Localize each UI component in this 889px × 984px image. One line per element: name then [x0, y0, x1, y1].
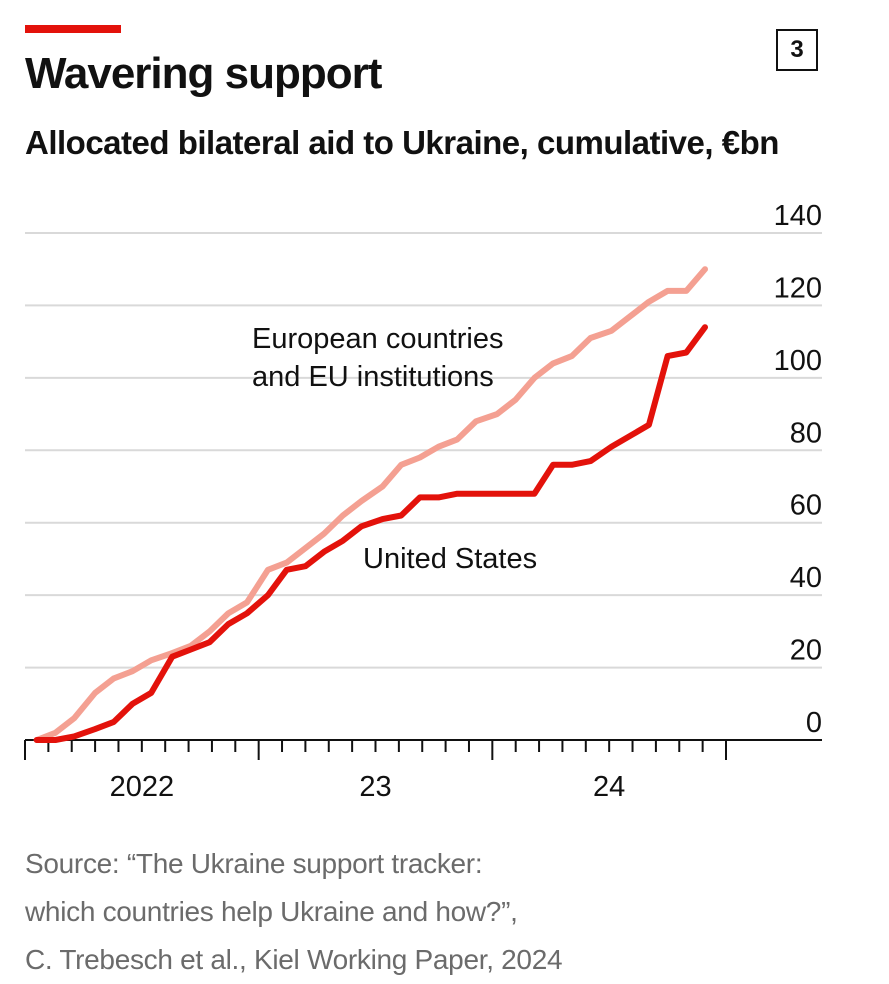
line-chart: 0 20 40 60 80 100 120 140 2022 23 24 European count… [24, 200, 822, 803]
y-tick-label: 60 [790, 490, 822, 522]
source-line: C. Trebesch et al., Kiel Working Paper, … [25, 944, 563, 975]
series-label-line: European countries [252, 323, 504, 355]
series-label-line: United States [363, 543, 537, 575]
x-tick-label: 23 [359, 771, 391, 803]
source-line: Source: “The Ukraine support tracker: [25, 848, 483, 879]
y-tick-label: 140 [774, 200, 822, 232]
chart-title: Wavering support [25, 49, 382, 98]
brand-accent-bar [25, 25, 121, 33]
y-tick-label: 100 [774, 345, 822, 377]
chart-number-badge: 3 [776, 29, 818, 71]
y-tick-label: 40 [790, 562, 822, 594]
x-tick-label: 24 [593, 771, 625, 803]
series-label-line: and EU institutions [252, 361, 494, 393]
y-tick-label: 0 [806, 707, 822, 739]
chart-subtitle: Allocated bilateral aid to Ukraine, cumu… [25, 124, 779, 161]
series-line [33, 266, 708, 743]
source-line: which countries help Ukraine and how?”, [25, 896, 518, 927]
y-tick-label: 120 [774, 272, 822, 304]
y-tick-label: 80 [790, 417, 822, 449]
series-label: European countries and EU institutions [252, 323, 504, 393]
series-line [33, 324, 708, 743]
source-note: Source: “The Ukraine support tracker: wh… [25, 840, 563, 984]
y-tick-label: 20 [790, 635, 822, 667]
series-label: United States [363, 543, 537, 575]
x-tick-label: 2022 [110, 771, 175, 803]
